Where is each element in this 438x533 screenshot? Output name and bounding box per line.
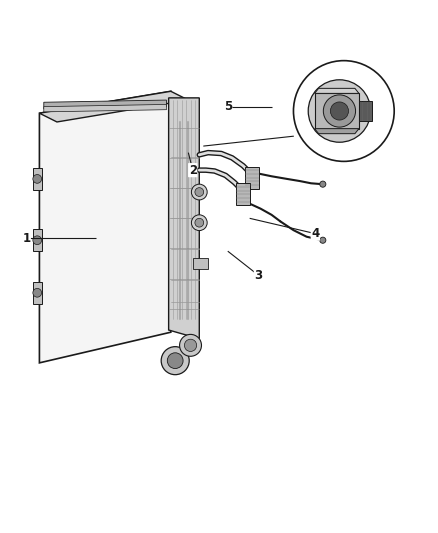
Polygon shape (33, 168, 42, 190)
Circle shape (161, 346, 189, 375)
Circle shape (33, 174, 42, 183)
Circle shape (33, 288, 42, 297)
Circle shape (191, 184, 207, 200)
Polygon shape (314, 128, 359, 134)
Circle shape (293, 61, 394, 161)
Polygon shape (44, 104, 166, 112)
Circle shape (320, 181, 326, 187)
Circle shape (184, 339, 197, 351)
Polygon shape (39, 91, 188, 122)
Polygon shape (193, 258, 208, 269)
Circle shape (330, 102, 349, 120)
Polygon shape (359, 101, 371, 121)
Polygon shape (33, 282, 42, 304)
Circle shape (33, 236, 42, 245)
Text: 3: 3 (254, 269, 262, 282)
Polygon shape (245, 167, 259, 189)
Text: 1: 1 (22, 231, 30, 245)
Circle shape (191, 215, 207, 231)
Polygon shape (236, 183, 250, 205)
Circle shape (195, 219, 204, 227)
Circle shape (323, 95, 356, 127)
Circle shape (308, 80, 371, 142)
Polygon shape (39, 91, 171, 363)
Text: 5: 5 (224, 100, 232, 113)
Circle shape (195, 188, 204, 197)
Text: 2: 2 (189, 164, 197, 176)
Polygon shape (44, 100, 166, 109)
Polygon shape (169, 98, 199, 339)
Text: 4: 4 (311, 227, 319, 240)
Circle shape (167, 353, 183, 368)
Circle shape (180, 334, 201, 356)
Circle shape (320, 237, 326, 243)
Polygon shape (314, 93, 359, 128)
Polygon shape (314, 88, 359, 93)
Polygon shape (33, 229, 42, 251)
